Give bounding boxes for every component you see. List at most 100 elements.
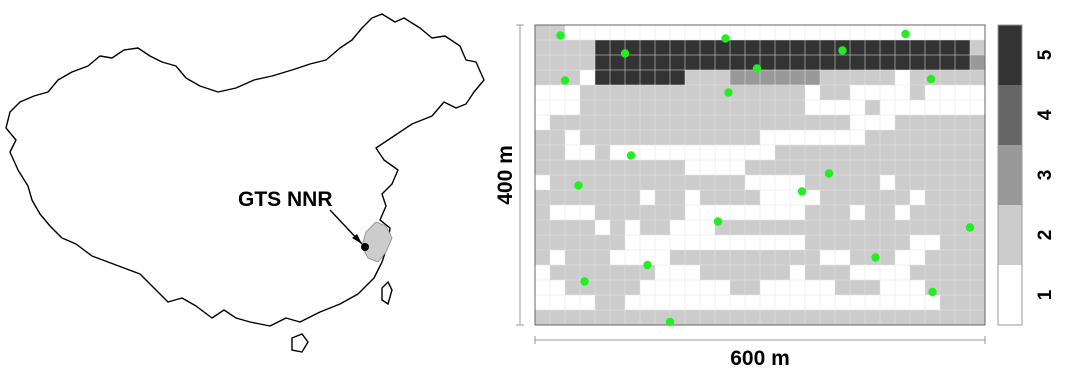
legend-label-3: 3 xyxy=(1035,170,1056,181)
heatmap-cell xyxy=(804,294,821,311)
heatmap-cell xyxy=(594,249,611,266)
heatmap-cell xyxy=(834,84,851,101)
heatmap-cell xyxy=(654,39,671,56)
heatmap-cell xyxy=(834,54,851,71)
heatmap-cell xyxy=(549,129,566,146)
heatmap-cell xyxy=(624,264,641,281)
heatmap-cell xyxy=(534,204,551,221)
heatmap-cell xyxy=(969,144,986,161)
heatmap-cell xyxy=(564,264,581,281)
heatmap-cell xyxy=(819,114,836,131)
heatmap-cell xyxy=(549,279,566,296)
heatmap-cell xyxy=(729,264,746,281)
heatmap-cell xyxy=(849,39,866,56)
heatmap-cell xyxy=(804,204,821,221)
heatmap-cell xyxy=(939,99,956,116)
heatmap-cell xyxy=(744,249,761,266)
heatmap-cell xyxy=(534,264,551,281)
heatmap-cell xyxy=(564,99,581,116)
heatmap-cell xyxy=(549,159,566,176)
heatmap-cell xyxy=(969,279,986,296)
heatmap-cell xyxy=(549,309,566,326)
heatmap-cell xyxy=(759,114,776,131)
heatmap-cell xyxy=(624,84,641,101)
heatmap-cell xyxy=(594,279,611,296)
heatmap-cell xyxy=(774,99,791,116)
legend-label-2: 2 xyxy=(1035,230,1056,241)
heatmap-cell xyxy=(894,264,911,281)
heatmap-cell xyxy=(879,264,896,281)
heatmap-cell xyxy=(864,144,881,161)
heatmap-cell xyxy=(939,219,956,236)
heatmap-cell xyxy=(909,69,926,86)
heatmap-cell xyxy=(549,249,566,266)
heatmap-cell xyxy=(684,219,701,236)
heatmap-cell xyxy=(609,249,626,266)
heatmap-cell xyxy=(699,234,716,251)
heatmap-cell xyxy=(969,39,986,56)
heatmap-cell xyxy=(684,144,701,161)
heatmap-cell xyxy=(534,39,551,56)
sample-point xyxy=(871,253,880,262)
heatmap-cell xyxy=(699,249,716,266)
heatmap-cell xyxy=(909,204,926,221)
site-marker xyxy=(361,243,369,251)
heatmap-cell xyxy=(534,294,551,311)
heatmap-cell xyxy=(714,159,731,176)
heatmap-cell xyxy=(714,174,731,191)
heatmap-cell xyxy=(969,204,986,221)
heatmap-cell xyxy=(669,249,686,266)
heatmap-cell xyxy=(924,99,941,116)
heatmap-cell xyxy=(849,159,866,176)
heatmap-cell xyxy=(774,144,791,161)
heatmap-cell xyxy=(669,294,686,311)
heatmap-cell xyxy=(594,264,611,281)
heatmap-cell xyxy=(774,294,791,311)
heatmap-cell xyxy=(969,84,986,101)
heatmap-cell xyxy=(579,189,596,206)
heatmap-cell xyxy=(684,159,701,176)
heatmap-cell xyxy=(774,174,791,191)
heatmap-cell xyxy=(834,204,851,221)
heatmap-cell xyxy=(789,264,806,281)
heatmap-cell xyxy=(864,204,881,221)
heatmap-cell xyxy=(609,264,626,281)
heatmap-cell xyxy=(579,249,596,266)
heatmap-cell xyxy=(924,39,941,56)
heatmap-cell xyxy=(624,249,641,266)
heatmap-cell xyxy=(594,144,611,161)
heatmap-cell xyxy=(804,69,821,86)
taiwan-island xyxy=(381,280,393,306)
heatmap-cell xyxy=(534,54,551,71)
heatmap-cell xyxy=(774,114,791,131)
heatmap-cell xyxy=(714,279,731,296)
heatmap-cell xyxy=(879,84,896,101)
heatmap-cell xyxy=(639,39,656,56)
heatmap-cell xyxy=(609,219,626,236)
heatmap-cell xyxy=(549,189,566,206)
heatmap-cell xyxy=(894,204,911,221)
heatmap-cell xyxy=(924,54,941,71)
heatmap-cell xyxy=(864,174,881,191)
heatmap-cell xyxy=(819,189,836,206)
heatmap-cell xyxy=(549,54,566,71)
heatmap-cell xyxy=(789,309,806,326)
heatmap-cell xyxy=(894,99,911,116)
heatmap-cell xyxy=(654,279,671,296)
heatmap-cell xyxy=(714,264,731,281)
heatmap-cell xyxy=(579,54,596,71)
heatmap-cell xyxy=(924,294,941,311)
heatmap-cell xyxy=(759,204,776,221)
sample-point xyxy=(721,34,730,43)
heatmap-cell xyxy=(564,159,581,176)
heatmap-cell xyxy=(969,294,986,311)
heatmap-cell xyxy=(864,189,881,206)
heatmap-cell xyxy=(909,309,926,326)
sample-point xyxy=(620,49,630,58)
heatmap-cell xyxy=(639,294,656,311)
heatmap-cell xyxy=(924,174,941,191)
heatmap-cell xyxy=(594,69,611,86)
heatmap-cell xyxy=(954,174,971,191)
heatmap-cell xyxy=(714,54,731,71)
